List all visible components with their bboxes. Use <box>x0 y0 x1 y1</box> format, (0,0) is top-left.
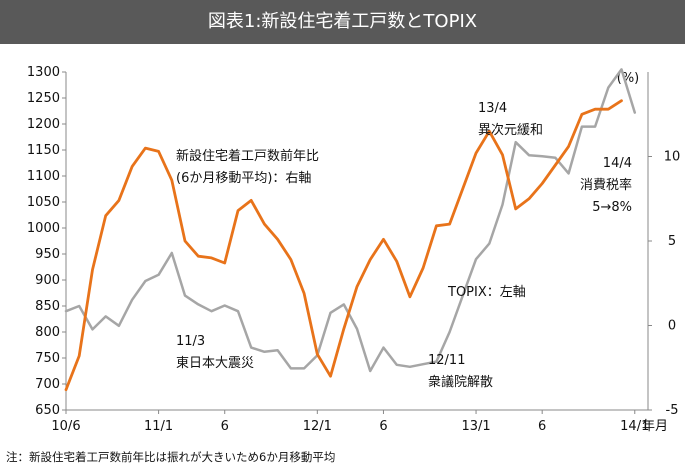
annotation-label: TOPIX：左軸 <box>447 285 526 300</box>
left-tick-label: 1250 <box>27 91 60 106</box>
chart-title: 図表1:新設住宅着工戸数とTOPIX <box>0 0 685 44</box>
left-tick-label: 900 <box>35 273 60 288</box>
x-tick-label: 6 <box>221 419 229 434</box>
x-tick-label: 6 <box>538 419 546 434</box>
right-tick-label: 0 <box>668 319 676 334</box>
line-chart: 6507007508008509009501000105011001150120… <box>27 65 681 434</box>
left-tick-label: 1150 <box>27 143 60 158</box>
right-tick-label: 5 <box>668 234 676 249</box>
left-tick-label: 750 <box>35 351 60 366</box>
x-tick-label: 13/1 <box>461 419 490 434</box>
x-tick-label: 6 <box>379 419 387 434</box>
housing-starts-line <box>64 99 623 392</box>
left-tick-label: 650 <box>35 403 60 418</box>
annotation-label: 東日本大震災 <box>176 355 254 371</box>
annotation-label: 12/11 <box>428 353 465 368</box>
annotation-label: 14/4 <box>603 156 632 171</box>
left-tick-label: 1100 <box>27 169 60 184</box>
right-tick-label: -5 <box>666 403 679 418</box>
topix-line <box>64 68 637 373</box>
left-tick-label: 1000 <box>27 221 60 236</box>
left-tick-label: 1050 <box>27 195 60 210</box>
footnote: 注：新設住宅着工戸数前年比は振れが大きいため6か月移動平均 <box>6 450 336 464</box>
x-axis-unit: 年月 <box>642 419 668 434</box>
annotation-label: 13/4 <box>478 101 507 116</box>
left-tick-label: 700 <box>35 377 60 392</box>
annotation-label: 衆議院解散 <box>428 374 493 390</box>
x-tick-label: 14/1 <box>620 419 649 434</box>
left-axis-ticks: 650 700 750 800 850 900 950 1000 1050 1100 1150 120… <box>27 65 66 418</box>
axes <box>65 72 649 411</box>
left-tick-label: 850 <box>35 299 60 314</box>
x-tick-label: 12/1 <box>303 419 332 434</box>
left-tick-label: 1200 <box>27 117 60 132</box>
annotation-label: (6か月移動平均)：右軸 <box>176 171 311 186</box>
left-tick-label: 800 <box>35 325 60 340</box>
x-tick-label: 10/6 <box>51 419 80 434</box>
annotation-label: 5→8% <box>592 200 632 215</box>
x-axis-ticks: 10/6 11/1 6 12/1 6 13/1 6 14/1年月 <box>51 410 668 434</box>
annotation-label: 異次元緩和 <box>478 122 543 138</box>
left-tick-label: 1300 <box>27 65 60 80</box>
annotations: 新設住宅着工戸数前年比 (6か月移動平均)：右軸 13/4 異次元緩和 14/4 消費税率… <box>176 101 632 390</box>
annotation-label: 消費税率 <box>580 177 632 193</box>
annotation-label: 11/3 <box>176 334 205 349</box>
left-tick-label: 950 <box>35 247 60 262</box>
series-lines <box>64 68 637 392</box>
x-tick-label: 11/1 <box>144 419 173 434</box>
annotation-label: 新設住宅着工戸数前年比 <box>176 148 319 164</box>
right-tick-label: 10 <box>664 150 681 165</box>
